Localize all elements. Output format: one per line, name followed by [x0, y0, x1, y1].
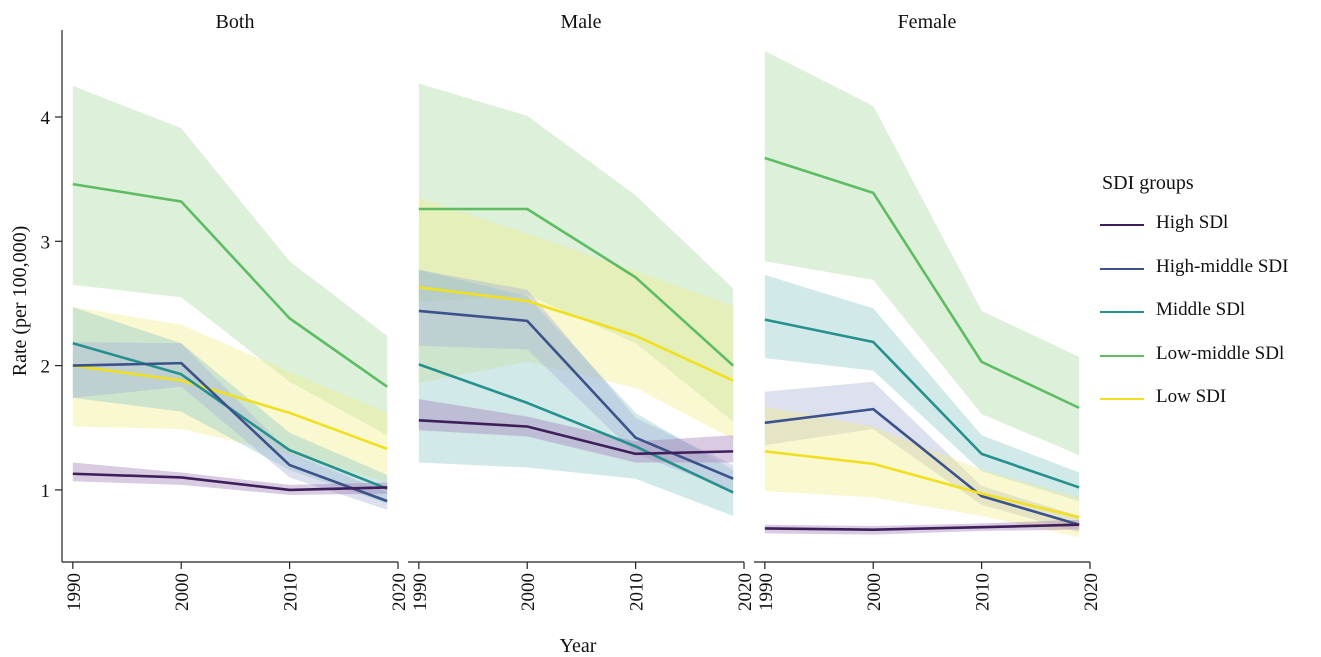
ci-band	[72, 85, 388, 436]
series-line	[72, 472, 388, 492]
ci-band	[418, 197, 734, 439]
series-line	[764, 318, 1080, 489]
x-tick-label: 1990	[410, 573, 431, 611]
panel-title: Male	[560, 11, 601, 33]
panel-both: Both 1990 2000 2010 2020 1 2 3 4	[41, 11, 411, 611]
legend-label: High SDl	[1156, 212, 1229, 233]
series-line	[764, 450, 1080, 519]
ci-band	[764, 381, 1080, 533]
x-axis-label: Year	[560, 635, 597, 657]
series-line	[764, 156, 1080, 410]
legend-swatch	[1100, 398, 1144, 400]
legend-label: Low SDI	[1156, 386, 1227, 407]
x-tick-label: 2010	[973, 573, 994, 611]
panel-title: Both	[216, 11, 255, 33]
panel-male: Male 1990 2000 2010 2020	[408, 11, 756, 611]
ci-band	[764, 406, 1080, 538]
x-tick-label: 2000	[864, 573, 885, 611]
y-tick-label: 1	[41, 481, 51, 502]
legend-swatch	[1100, 311, 1144, 313]
series-line	[72, 341, 388, 490]
legend-swatch	[1100, 224, 1144, 226]
legend-label: Low-middle SDl	[1156, 342, 1285, 364]
y-tick-label: 3	[41, 232, 51, 253]
legend-title: SDI groups	[1102, 172, 1194, 194]
legend-swatch	[1100, 267, 1144, 270]
y-tick-label: 2	[41, 357, 51, 378]
x-tick-label: 2020	[735, 573, 756, 611]
x-tick-label: 2020	[389, 573, 410, 611]
ci-band	[764, 519, 1080, 535]
legend-label: Middle SDl	[1156, 299, 1246, 320]
series-line	[418, 363, 734, 494]
x-tick-label: 1990	[756, 573, 777, 611]
legend-label: High-middle SDI	[1156, 255, 1289, 277]
ci-band	[418, 83, 734, 422]
ci-band	[764, 274, 1080, 502]
x-tick-label: 2010	[627, 573, 648, 611]
ci-band	[72, 307, 388, 504]
x-tick-label: 2020	[1081, 573, 1102, 611]
series-line	[418, 207, 735, 367]
series-line	[72, 361, 388, 503]
legend-swatch	[1100, 354, 1144, 357]
x-tick-label: 2010	[281, 573, 302, 611]
series-line	[418, 309, 734, 480]
plot-layer: Both 1990 2000 2010 2020 1 2 3 4 Male 1990 2000 2010…	[41, 11, 1103, 611]
series-line	[418, 419, 734, 456]
series-line	[764, 407, 1080, 526]
panel-female: Female 1990 2000 2010 2020	[754, 11, 1102, 611]
x-tick-label: 1990	[64, 573, 85, 611]
x-tick-label: 2000	[172, 573, 193, 611]
ci-band	[764, 51, 1080, 456]
series-line	[764, 523, 1080, 531]
series-line	[72, 182, 388, 388]
ci-band	[72, 462, 388, 495]
ci-band	[418, 269, 734, 492]
series-line	[72, 364, 388, 451]
y-axis-label: Rate (per 100,000)	[9, 226, 31, 377]
x-tick-label: 2000	[518, 573, 539, 611]
ci-band	[72, 341, 388, 510]
panel-title: Female	[898, 11, 957, 33]
y-tick-label: 4	[41, 108, 51, 129]
series-line	[418, 286, 734, 382]
